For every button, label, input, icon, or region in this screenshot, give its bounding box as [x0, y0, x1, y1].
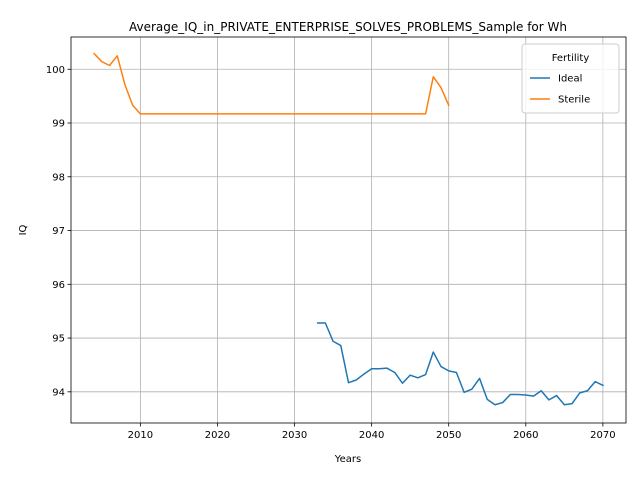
y-axis-label: IQ: [18, 224, 29, 235]
y-tick-label: 96: [52, 280, 65, 291]
x-tick-label: 2010: [128, 430, 153, 441]
x-tick-label: 2040: [359, 430, 384, 441]
y-tick-label: 99: [52, 119, 65, 130]
legend: Fertility Ideal Sterile: [521, 43, 620, 114]
x-tick-label: 2020: [205, 430, 230, 441]
legend-label-ideal: Ideal: [558, 74, 582, 85]
x-tick-label: 2030: [282, 430, 307, 441]
y-tick-label: 100: [46, 65, 65, 76]
y-tick-label: 95: [52, 334, 65, 345]
x-tick-label: 2050: [436, 430, 461, 441]
plot-frame: [70, 36, 627, 424]
legend-entries: Ideal Sterile: [530, 74, 590, 106]
ticks: 2010 2020 2030 2040 2050 2060 2070 94 95 96 97 98 99…: [46, 65, 616, 441]
y-tick-label: 97: [52, 226, 65, 237]
grid: [71, 37, 626, 423]
y-tick-label: 94: [52, 387, 65, 398]
y-tick-label: 98: [52, 172, 65, 183]
legend-title: Fertility: [552, 53, 590, 64]
x-tick-label: 2060: [513, 430, 538, 441]
chart-title: Average_IQ_in_PRIVATE_ENTERPRISE_SOLVES_…: [129, 20, 567, 34]
series-line-ideal: [316, 322, 604, 406]
series-lines: [93, 52, 604, 406]
x-tick-label: 2070: [590, 430, 615, 441]
series-line-sterile: [93, 52, 450, 115]
x-axis-label: Years: [334, 454, 361, 465]
legend-label-sterile: Sterile: [558, 95, 590, 106]
legend-box: [521, 43, 620, 114]
